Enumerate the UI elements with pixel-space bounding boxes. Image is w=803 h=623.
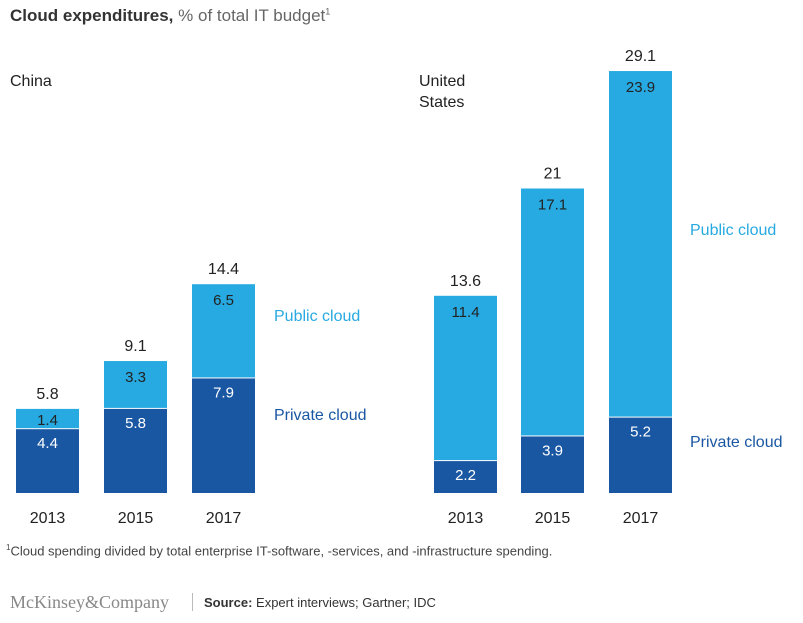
total-label: 9.1 xyxy=(124,338,146,355)
x-tick-label: 2015 xyxy=(535,510,571,527)
source-note: Source: Expert interviews; Gartner; IDC xyxy=(204,595,436,610)
value-label-private: 2.2 xyxy=(455,467,476,484)
bar-public-cloud xyxy=(609,71,672,417)
footnote: 1Cloud spending divided by total enterpr… xyxy=(6,543,553,559)
x-tick-label: 2015 xyxy=(118,510,154,527)
bar-private-cloud xyxy=(521,436,584,493)
brand-logo: McKinsey&Company xyxy=(10,592,169,612)
x-tick-label: 2013 xyxy=(30,510,66,527)
value-label-private: 3.9 xyxy=(542,442,563,459)
bar-public-cloud xyxy=(16,408,79,429)
divider xyxy=(192,593,193,611)
chart-title: Cloud expenditures, % of total IT budget… xyxy=(10,6,331,25)
bar-public-cloud xyxy=(104,361,167,408)
x-tick-label: 2013 xyxy=(448,510,484,527)
region-label-china: China xyxy=(10,73,52,90)
value-label-public: 6.5 xyxy=(213,292,234,309)
bar-public-cloud xyxy=(521,188,584,436)
x-tick-label: 2017 xyxy=(206,510,242,527)
total-label: 29.1 xyxy=(625,48,656,65)
value-label-public: 17.1 xyxy=(538,197,567,214)
value-label-private: 5.8 xyxy=(125,415,146,432)
value-label-public: 3.3 xyxy=(125,369,146,386)
value-label-public: 23.9 xyxy=(626,79,655,96)
bar-private-cloud xyxy=(434,461,497,493)
bar-private-cloud xyxy=(104,408,167,493)
value-label-public: 1.4 xyxy=(37,412,58,429)
value-label-private: 4.4 xyxy=(37,435,58,452)
bar-public-cloud xyxy=(434,295,497,461)
total-label: 13.6 xyxy=(450,273,481,290)
total-label: 14.4 xyxy=(208,261,239,278)
value-label-public: 11.4 xyxy=(451,304,479,321)
legend-public-cloud-china: Public cloud xyxy=(274,308,360,325)
bar-private-cloud xyxy=(609,417,672,493)
bar-private-cloud xyxy=(192,378,255,493)
legend-public-cloud-us: Public cloud xyxy=(690,222,776,239)
x-tick-label: 2017 xyxy=(623,510,659,527)
bar-public-cloud xyxy=(192,284,255,378)
legend-private-cloud-china: Private cloud xyxy=(274,407,367,424)
legend-private-cloud-us: Private cloud xyxy=(690,434,783,451)
value-label-private: 5.2 xyxy=(630,424,651,441)
chart-subtitle: % of total IT budget xyxy=(178,6,326,25)
region-label-us: United States xyxy=(419,73,466,111)
value-label-private: 7.9 xyxy=(213,384,234,401)
total-label: 5.8 xyxy=(36,386,58,403)
bar-private-cloud xyxy=(16,429,79,493)
total-label: 21 xyxy=(544,166,562,183)
